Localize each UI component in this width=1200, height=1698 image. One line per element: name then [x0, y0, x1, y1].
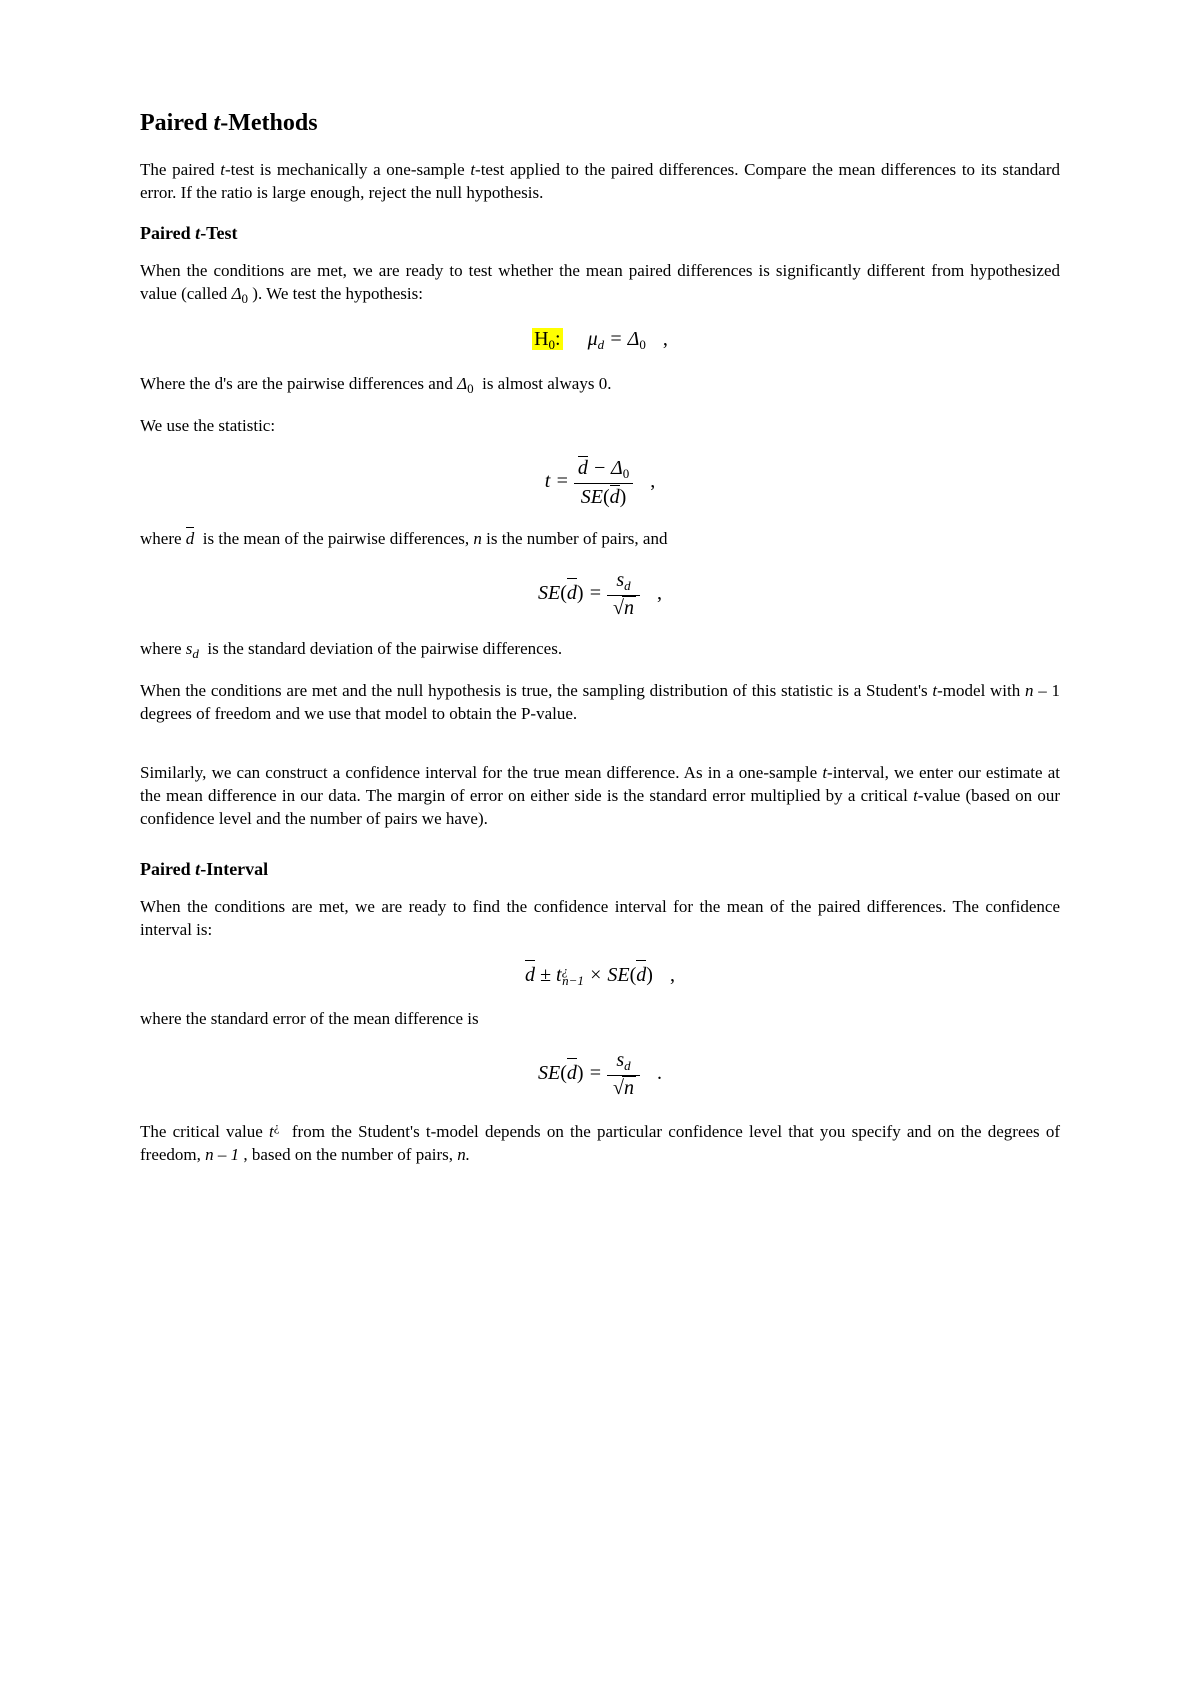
intro-paragraph: The paired t-test is mechanically a one-…: [140, 159, 1060, 205]
interval-final: The critical value t¿ from the Student's…: [140, 1118, 1060, 1167]
ttest-conclusion: When the conditions are met and the null…: [140, 680, 1060, 726]
ttest-p1-post: ). We test the hypothesis:: [252, 284, 423, 303]
interval-final-post: , based on the number of pairs,: [243, 1145, 457, 1164]
ttest-where2-post: is the standard deviation of the pairwis…: [207, 639, 562, 658]
equation-se-1: SE(d) = sd n ,: [140, 569, 1060, 620]
ttest-where1-n: n: [473, 529, 482, 548]
page-title: Paired t-Methods: [140, 110, 1060, 137]
equation-se-2: SE(d) = sd n .: [140, 1049, 1060, 1100]
interval-p1: When the conditions are met, we are read…: [140, 896, 1060, 942]
ttest-p2-post: is almost always 0.: [482, 374, 611, 393]
ttest-where2-pre: where: [140, 639, 186, 658]
hypothesis-label: H0:: [532, 328, 563, 350]
ttest-where1: where d is the mean of the pairwise diff…: [140, 527, 1060, 551]
ttest-weuse: We use the statistic:: [140, 415, 1060, 438]
ttest-p1: When the conditions are met, we are read…: [140, 260, 1060, 307]
interval-final-df: n – 1: [205, 1145, 239, 1164]
equation-hypothesis: H0: μd = Δ0 ,: [140, 325, 1060, 354]
ttest-where1-mid: is the mean of the pairwise differences,: [203, 529, 474, 548]
ttest-where1-pre: where: [140, 529, 186, 548]
ttest-p2-pre: Where the d's are the pairwise differenc…: [140, 374, 457, 393]
section-heading-ttest: Paired t-Test: [140, 223, 1060, 244]
equation-confidence-interval: d ± t¿n−1 × SE(d) ,: [140, 960, 1060, 990]
document-page: Paired t-Methods The paired t-test is me…: [0, 0, 1200, 1698]
ttest-where2: where sd is the standard deviation of th…: [140, 638, 1060, 663]
section-heading-interval: Paired t-Interval: [140, 859, 1060, 880]
interval-final-pre: The critical value: [140, 1122, 269, 1141]
interval-final-n: n.: [457, 1145, 470, 1164]
ttest-where1-post: is the number of pairs, and: [486, 529, 667, 548]
interval-where-se: where the standard error of the mean dif…: [140, 1008, 1060, 1031]
ttest-p2: Where the d's are the pairwise differenc…: [140, 373, 1060, 398]
bridge-paragraph: Similarly, we can construct a confidence…: [140, 762, 1060, 831]
equation-t-statistic: t = d − Δ0 SE(d) ,: [140, 456, 1060, 509]
